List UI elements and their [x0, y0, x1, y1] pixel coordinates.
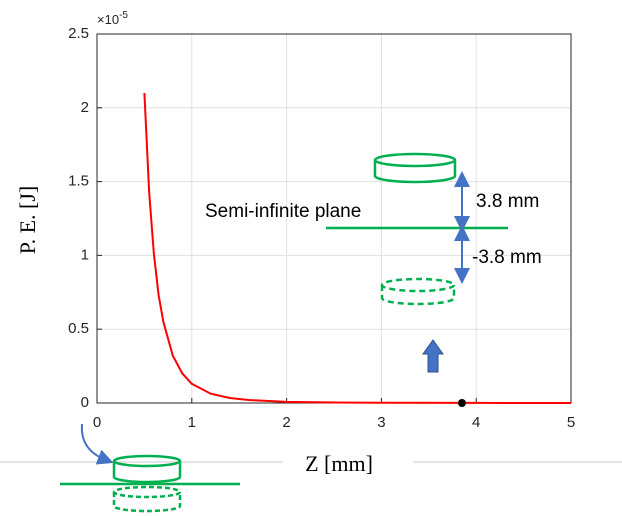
cylinder-diagram: [326, 152, 508, 306]
label-box: [283, 446, 413, 482]
x-tick-label: 4: [472, 414, 480, 431]
y-multiplier-base: ×10: [97, 12, 119, 27]
x-tick-label: 5: [567, 414, 575, 431]
pointer-arrow: [80, 423, 114, 465]
up-arrow: [422, 339, 444, 373]
bottom-diagram: [60, 454, 240, 513]
x-tick-label: 0: [93, 414, 101, 431]
y-multiplier: ×10-5: [97, 10, 128, 28]
y-axis-label: P. E. [J]: [15, 186, 40, 254]
below-label: -3.8 mm: [472, 247, 542, 268]
plot-area: [97, 34, 571, 403]
y-tick-label: 1: [81, 246, 89, 263]
y-multiplier-exponent: -5: [119, 10, 128, 21]
y-tick-label: 2: [81, 99, 89, 116]
y-tick-label: 0.5: [68, 320, 89, 337]
x-tick-label: 3: [377, 414, 385, 431]
data-line: [143, 92, 572, 404]
plane-label: Semi-infinite plane: [205, 201, 361, 222]
y-tick-label: 1.5: [68, 173, 89, 190]
y-tick-label: 2.5: [68, 25, 89, 42]
x-tick-label: 1: [188, 414, 196, 431]
marker-point: [457, 399, 466, 407]
x-tick-label: 2: [282, 414, 290, 431]
x-axis-label: Z [mm]: [305, 451, 373, 476]
y-tick-label: 0: [81, 394, 89, 411]
above-label: 3.8 mm: [476, 191, 539, 212]
